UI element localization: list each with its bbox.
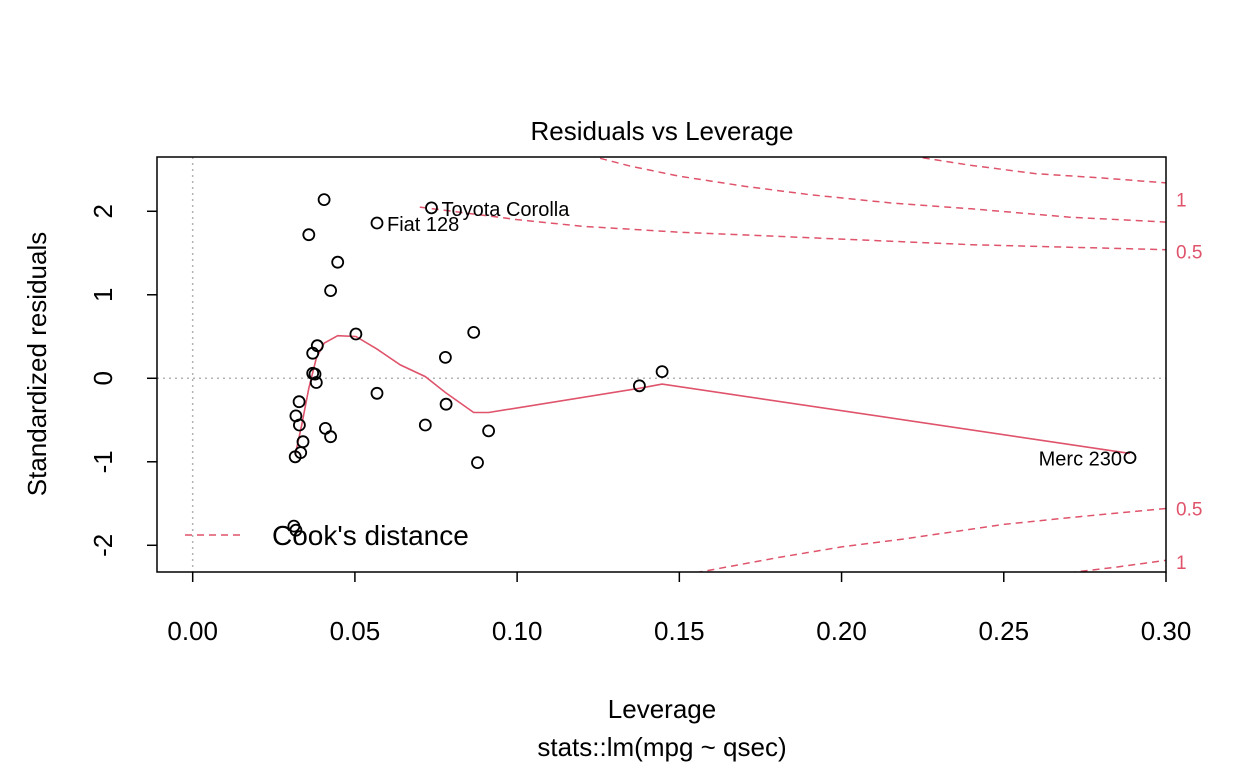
x-tick-label: 0.05 xyxy=(330,616,381,646)
cooks-contour-2 xyxy=(419,206,1166,251)
chart-subtitle: stats::lm(mpg ~ qsec) xyxy=(537,732,786,762)
y-tick-label: -1 xyxy=(88,450,118,473)
data-point-22 xyxy=(324,430,338,444)
y-tick-label: 2 xyxy=(88,204,118,218)
y-tick-label: 0 xyxy=(88,371,118,385)
point-label: Toyota Corolla xyxy=(442,199,571,221)
point-label: Merc 230 xyxy=(1039,449,1122,471)
cooks-contour-1 xyxy=(922,157,1166,184)
cooks-contour-3 xyxy=(695,507,1166,572)
cooks-contour-label: 1 xyxy=(1176,553,1187,574)
data-point-4 xyxy=(349,327,363,341)
y-axis-label: Standardized residuals xyxy=(22,232,52,497)
chart-title: Residuals vs Leverage xyxy=(530,116,793,146)
data-point-10 xyxy=(308,367,322,381)
data-point-11 xyxy=(309,376,323,389)
x-tick-label: 0.15 xyxy=(654,616,705,646)
plot-frame xyxy=(156,156,1167,573)
data-point-8 xyxy=(438,350,452,364)
data-point-21 xyxy=(482,424,496,438)
cooks-contour-4 xyxy=(1069,559,1166,572)
data-point-26 xyxy=(471,456,484,470)
y-tick-label: -2 xyxy=(88,534,118,557)
x-tick-label: 0.00 xyxy=(167,616,218,646)
data-point-2 xyxy=(331,255,345,269)
data-point-12 xyxy=(655,365,669,379)
data-point-28 xyxy=(289,523,303,537)
data-point-19 xyxy=(418,418,432,432)
cooks-contour-label: 0.5 xyxy=(1176,500,1202,521)
cooks-contour-label: 0.5 xyxy=(1176,242,1202,263)
axes: 0.00 0.05 0.10 0.15 0.20 0.25 0.30 -2 -1 0 1 2 1 0.5 0… xyxy=(88,191,1202,646)
data-point-25 xyxy=(288,450,302,464)
x-tick-label: 0.30 xyxy=(1141,616,1192,646)
data-point-14 xyxy=(370,386,384,400)
cooks-contour-0 xyxy=(592,157,1166,223)
data-point-31 xyxy=(1123,451,1137,465)
data-point-29 xyxy=(370,216,384,230)
data-point-30 xyxy=(425,201,438,215)
data-point-3 xyxy=(324,284,338,298)
y-tick-label: 1 xyxy=(88,288,118,302)
plot-area xyxy=(157,157,1166,572)
data-point-7 xyxy=(306,346,320,360)
x-tick-label: 0.10 xyxy=(492,616,543,646)
x-tick-label: 0.20 xyxy=(816,616,867,646)
smoother-line xyxy=(294,334,1131,456)
point-label: Fiat 128 xyxy=(387,214,459,236)
data-point-5 xyxy=(467,325,481,339)
data-point-13 xyxy=(633,379,646,393)
data-point-15 xyxy=(292,395,306,409)
data-point-18 xyxy=(292,418,306,432)
data-point-1 xyxy=(302,228,316,242)
x-axis-label: Leverage xyxy=(608,694,716,724)
x-tick-label: 0.25 xyxy=(978,616,1029,646)
data-point-0 xyxy=(317,193,331,207)
legend-label-cooks-distance: Cook's distance xyxy=(272,520,469,551)
legend: Cook's distance xyxy=(185,520,469,551)
data-point-16 xyxy=(439,397,453,411)
cooks-contour-label: 1 xyxy=(1176,191,1187,212)
